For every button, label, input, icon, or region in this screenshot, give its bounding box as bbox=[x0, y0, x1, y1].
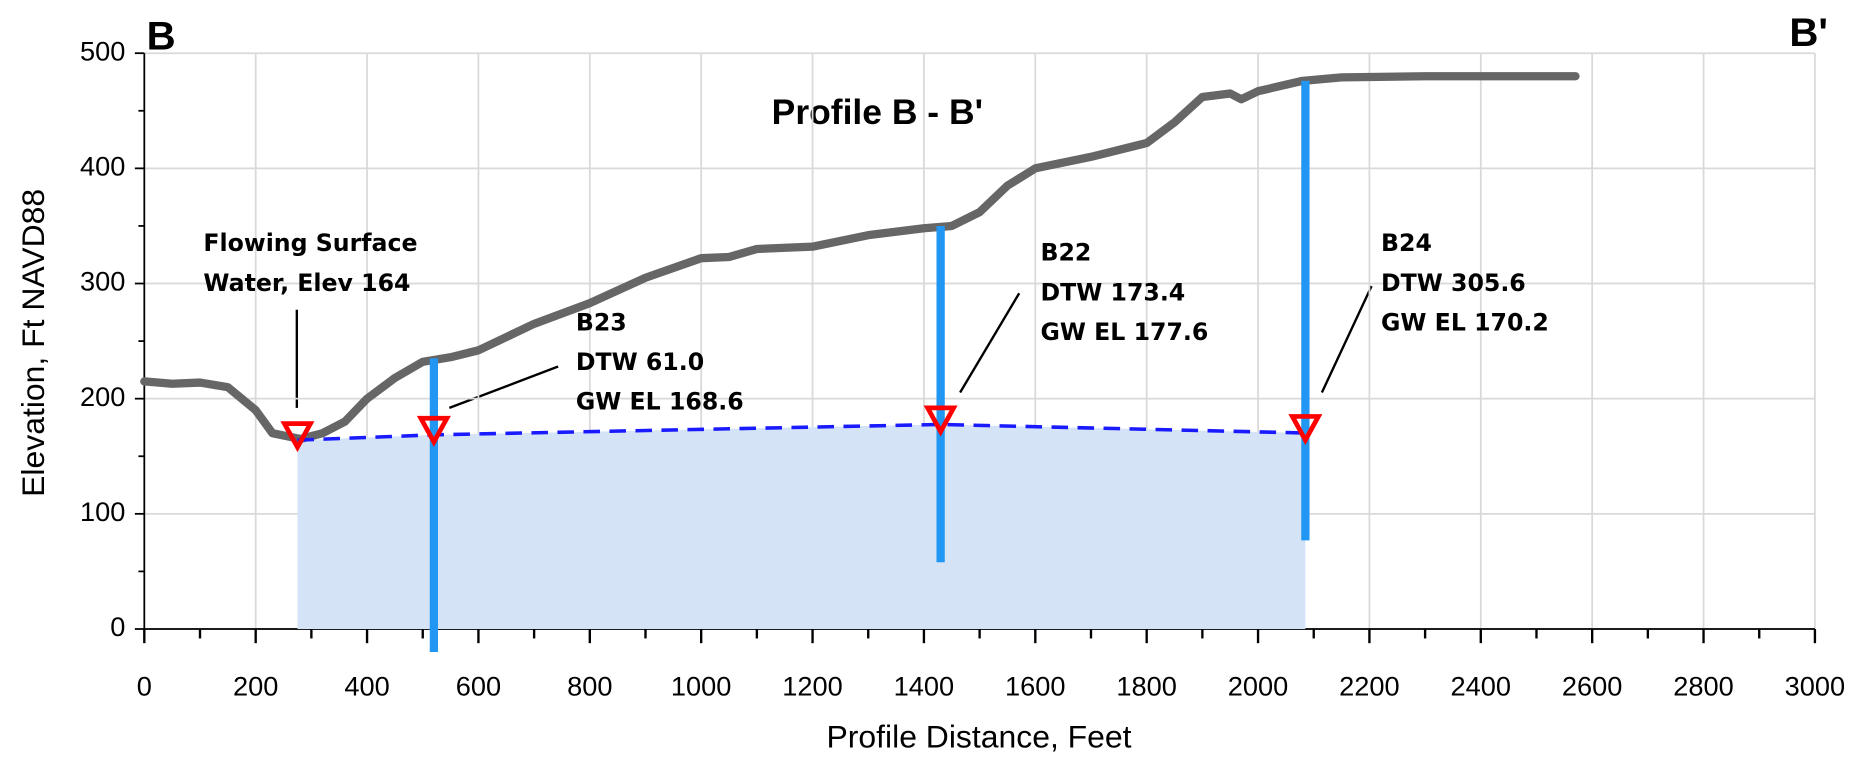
x-tick-label: 2400 bbox=[1451, 670, 1511, 701]
water-level-marker bbox=[280, 421, 315, 453]
annotation: B22 bbox=[1041, 239, 1092, 267]
leader-line bbox=[1320, 285, 1373, 394]
y-tick-label: 500 bbox=[80, 35, 125, 66]
x-tick-label: 1400 bbox=[894, 670, 954, 701]
water-level-marker bbox=[1288, 414, 1323, 445]
annotation: DTW 61.0 bbox=[576, 348, 704, 376]
annotation: DTW 173.4 bbox=[1041, 278, 1186, 306]
saturated-area bbox=[297, 424, 1306, 629]
y-tick-label: 200 bbox=[80, 381, 125, 412]
leader-line bbox=[959, 292, 1021, 394]
annotation: GW EL 177.6 bbox=[1041, 318, 1209, 346]
y-axis-label: Elevation, Ft NAVD88 bbox=[15, 189, 51, 497]
x-tick-label: 1200 bbox=[782, 670, 842, 701]
x-tick-label: 1600 bbox=[1005, 670, 1065, 701]
water-level-marker bbox=[923, 405, 958, 437]
y-tick-label: 0 bbox=[110, 611, 125, 642]
corner-label: B bbox=[147, 14, 176, 59]
y-tick-label: 400 bbox=[80, 151, 125, 182]
chart-title: Profile B - B' bbox=[772, 92, 983, 132]
annotation: B24 bbox=[1381, 229, 1432, 257]
x-tick-label: 2000 bbox=[1228, 670, 1288, 701]
x-tick-label: 3000 bbox=[1785, 670, 1845, 701]
x-tick-label: 0 bbox=[137, 670, 152, 701]
x-axis-label: Profile Distance, Feet bbox=[827, 718, 1132, 754]
annotation: GW EL 168.6 bbox=[576, 388, 744, 416]
x-tick-label: 2800 bbox=[1673, 670, 1733, 701]
annotation: Water, Elev 164 bbox=[203, 269, 410, 297]
water-table bbox=[297, 422, 1306, 442]
x-tick-label: 1800 bbox=[1116, 670, 1176, 701]
x-tick-label: 400 bbox=[344, 670, 389, 701]
x-tick-label: 200 bbox=[233, 670, 278, 701]
x-tick-label: 600 bbox=[456, 670, 501, 701]
y-tick-label: 100 bbox=[80, 496, 125, 527]
x-tick-label: 2600 bbox=[1562, 670, 1622, 701]
annotation: DTW 305.6 bbox=[1381, 269, 1526, 297]
y-tick-label: 300 bbox=[80, 266, 125, 297]
water-level-marker bbox=[416, 415, 451, 447]
x-tick-label: 800 bbox=[567, 670, 612, 701]
corner-label: B' bbox=[1789, 10, 1828, 55]
leader-line bbox=[448, 365, 559, 410]
annotation: B23 bbox=[576, 308, 627, 336]
annotation: GW EL 170.2 bbox=[1381, 308, 1549, 336]
annotation: Flowing Surface bbox=[203, 229, 417, 257]
x-tick-label: 1000 bbox=[671, 670, 731, 701]
x-tick-label: 2200 bbox=[1339, 670, 1399, 701]
